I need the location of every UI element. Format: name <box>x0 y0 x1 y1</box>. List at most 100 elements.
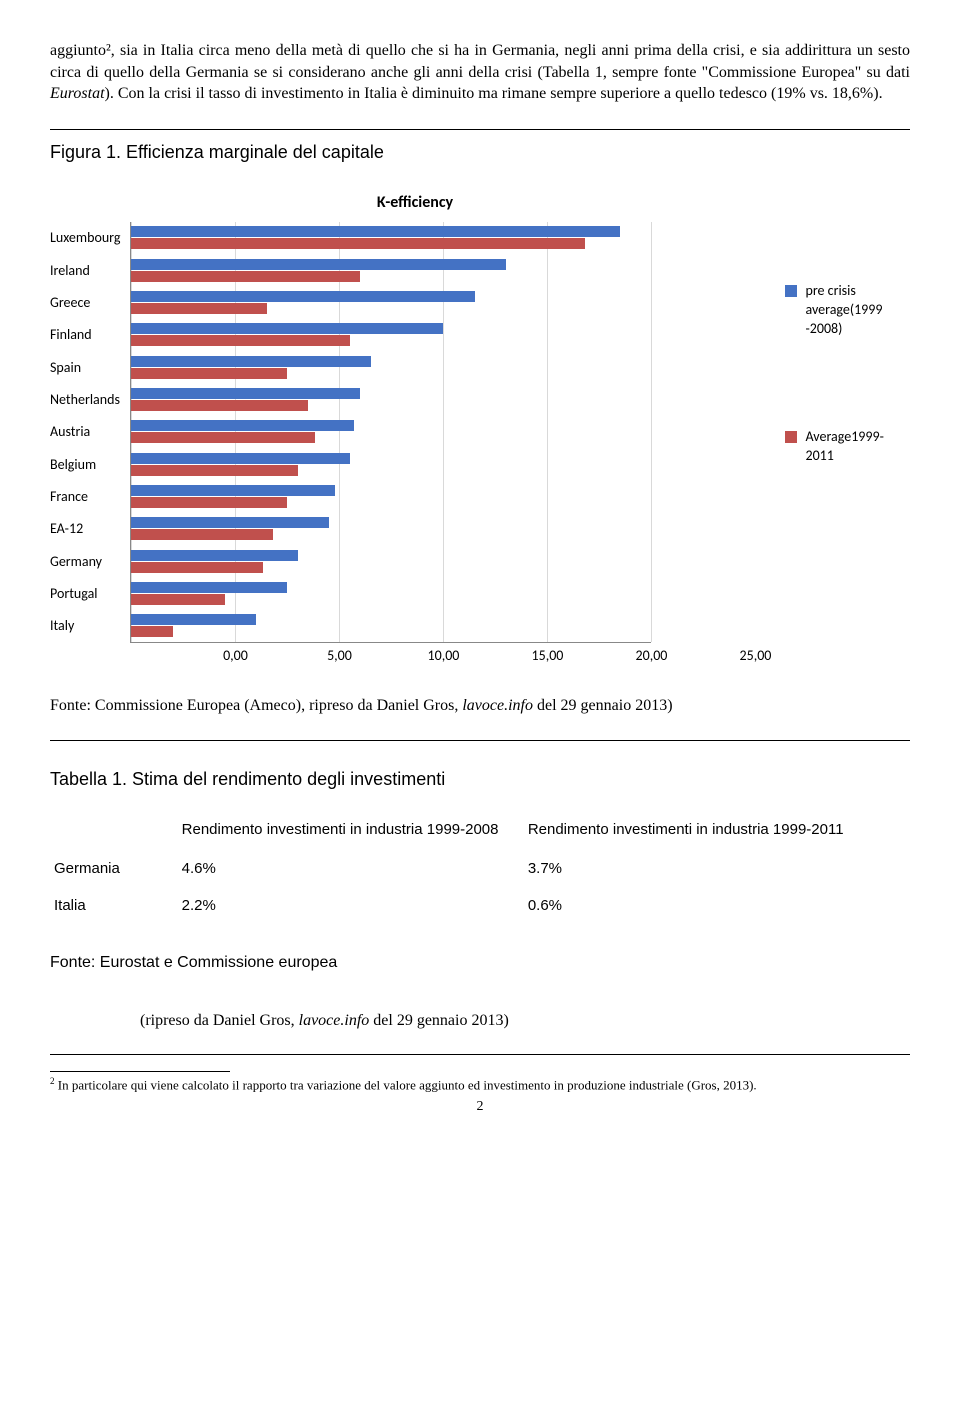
divider-bottom <box>50 1054 910 1055</box>
body-paragraph: aggiunto², sia in Italia circa meno dell… <box>50 40 910 105</box>
y-category-label: Portugal <box>50 577 120 609</box>
chart-x-labels: 0,005,0010,0015,0020,0025,00 <box>235 647 755 669</box>
bar <box>131 497 287 508</box>
bar <box>131 303 266 314</box>
gridline <box>443 222 444 642</box>
bar <box>131 485 335 496</box>
legend-label: Average1999-2011 <box>805 428 910 466</box>
y-category-label: Luxembourg <box>50 222 120 254</box>
bar <box>131 356 370 367</box>
chart-title: K-efficiency <box>155 193 675 212</box>
table-row: Germania 4.6% 3.7% <box>54 850 874 887</box>
y-category-label: Greece <box>50 286 120 318</box>
bar-group <box>131 484 335 508</box>
bar-group <box>131 549 297 573</box>
ripreso-line: (ripreso da Daniel Gros, lavoce.info del… <box>140 1012 910 1030</box>
ripreso-ital: lavoce.info <box>299 1012 370 1029</box>
bar <box>131 614 256 625</box>
y-category-label: Netherlands <box>50 383 120 415</box>
bar <box>131 453 349 464</box>
bar <box>131 335 349 346</box>
legend-label: pre crisis average(1999 -2008) <box>805 282 910 339</box>
bar <box>131 465 297 476</box>
bar-group <box>131 226 620 250</box>
bar-group <box>131 420 354 444</box>
table-country: Germania <box>54 850 182 887</box>
bar <box>131 259 505 270</box>
bar <box>131 238 584 249</box>
table-row: Italia 2.2% 0.6% <box>54 887 874 924</box>
footnote: 2 In particolare qui viene calcolato il … <box>50 1076 910 1094</box>
bar-group <box>131 258 505 282</box>
bar <box>131 550 297 561</box>
bar-group <box>131 452 349 476</box>
bar-group <box>131 614 256 638</box>
divider-mid <box>50 740 910 741</box>
para-text: aggiunto², sia in Italia circa meno dell… <box>50 42 910 81</box>
figure-source-post: del 29 gennaio 2013) <box>533 697 673 714</box>
legend-item: pre crisis average(1999 -2008) <box>785 282 910 339</box>
x-tick-label: 20,00 <box>636 647 668 664</box>
chart-plot-area <box>130 222 651 643</box>
footnote-separator <box>50 1071 230 1072</box>
bar <box>131 562 262 573</box>
bar <box>131 529 272 540</box>
bar <box>131 368 287 379</box>
para-italic-1: Eurostat <box>50 85 105 102</box>
figure-source-pre: Fonte: Commissione Europea (Ameco), ripr… <box>50 697 462 714</box>
y-category-label: EA-12 <box>50 513 120 545</box>
x-tick-label: 15,00 <box>532 647 564 664</box>
x-tick-label: 10,00 <box>428 647 460 664</box>
chart-legend: pre crisis average(1999 -2008) Average199… <box>785 282 910 669</box>
divider-top <box>50 129 910 130</box>
table-title: Tabella 1. Stima del rendimento degli in… <box>50 769 910 790</box>
table-cell: 4.6% <box>182 850 528 887</box>
bar-group <box>131 323 443 347</box>
bar-group <box>131 291 474 315</box>
figure-title: Figura 1. Efficienza marginale del capit… <box>50 142 910 163</box>
legend-item: Average1999-2011 <box>785 428 910 466</box>
rendimento-table: Rendimento investimenti in industria 199… <box>54 810 874 924</box>
x-tick-label: 0,00 <box>223 647 248 664</box>
y-category-label: Italy <box>50 610 120 642</box>
legend-swatch <box>785 431 797 443</box>
x-tick-label: 25,00 <box>740 647 772 664</box>
y-category-label: France <box>50 480 120 512</box>
bar <box>131 432 314 443</box>
table-source: Fonte: Eurostat e Commissione europea <box>50 954 910 972</box>
bar <box>131 271 360 282</box>
gridline <box>547 222 548 642</box>
bar <box>131 400 308 411</box>
figure-source: Fonte: Commissione Europea (Ameco), ripr… <box>50 695 910 717</box>
table-cell: 0.6% <box>528 887 874 924</box>
y-category-label: Belgium <box>50 448 120 480</box>
table-country: Italia <box>54 887 182 924</box>
bar <box>131 517 329 528</box>
bar <box>131 626 173 637</box>
bar <box>131 291 474 302</box>
x-tick-label: 5,00 <box>327 647 352 664</box>
bar <box>131 582 287 593</box>
bar <box>131 323 443 334</box>
bar-group <box>131 517 329 541</box>
chart-y-labels: LuxembourgIrelandGreeceFinlandSpainNethe… <box>50 222 130 642</box>
y-category-label: Finland <box>50 319 120 351</box>
bar <box>131 420 354 431</box>
bar <box>131 594 225 605</box>
table-header-1: Rendimento investimenti in industria 199… <box>182 810 528 850</box>
chart-container: LuxembourgIrelandGreeceFinlandSpainNethe… <box>50 222 910 669</box>
table-cell: 3.7% <box>528 850 874 887</box>
bar <box>131 388 360 399</box>
bar-group <box>131 387 360 411</box>
legend-swatch <box>785 285 797 297</box>
table-cell: 2.2% <box>182 887 528 924</box>
y-category-label: Germany <box>50 545 120 577</box>
ripreso-post: del 29 gennaio 2013) <box>369 1012 509 1029</box>
gridline <box>651 222 652 642</box>
y-category-label: Spain <box>50 351 120 383</box>
figure-source-ital: lavoce.info <box>462 697 533 714</box>
page-number: 2 <box>50 1099 910 1115</box>
bar-group <box>131 581 287 605</box>
ripreso-pre: (ripreso da Daniel Gros, <box>140 1012 299 1029</box>
bar-group <box>131 355 370 379</box>
